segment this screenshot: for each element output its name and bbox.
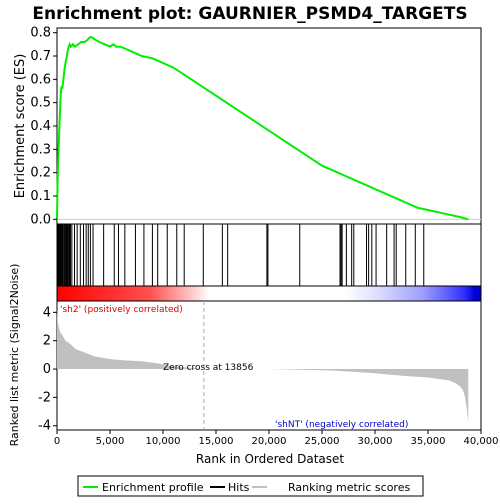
hits-panel: [56, 223, 482, 287]
es-y-axis-label: Enrichment score (ES): [13, 54, 28, 199]
metric-y-tick-label: 4: [43, 305, 51, 320]
metric-y-tick-label: 2: [43, 334, 51, 349]
ranking-metric-area: [57, 308, 469, 423]
metric-y-ticks: 4 2 0 -2 -4: [38, 305, 57, 434]
es-y-tick-label: 0.6: [30, 72, 51, 87]
x-tick-label: 0: [54, 436, 60, 447]
es-y-tick-label: 0.4: [30, 119, 51, 134]
x-tick-label: 35,000: [411, 436, 446, 447]
metric-y-tick-label: -4: [38, 419, 51, 434]
es-y-tick-label: 0.5: [30, 96, 51, 111]
es-y-tick-label: 0.8: [30, 26, 51, 41]
rank-color-bar: [56, 285, 482, 302]
x-tick-label: 30,000: [358, 436, 393, 447]
es-y-ticks: 0.0 0.1 0.2 0.3 0.4 0.5 0.6 0.7 0.8: [30, 26, 57, 227]
es-y-tick-label: 0.0: [30, 212, 51, 227]
x-tick-label: 25,000: [305, 436, 340, 447]
es-y-tick-label: 0.1: [30, 189, 51, 204]
legend-box: [77, 475, 424, 497]
enrichment-profile-line: [56, 36, 469, 221]
legend-metric-label: Ranking metric scores: [288, 481, 410, 494]
legend-hits-label: Hits: [228, 481, 250, 494]
x-axis-label: Rank in Ordered Dataset: [196, 452, 344, 466]
negative-correlation-label: 'shNT' (negatively correlated): [275, 420, 408, 430]
legend-enrichment-label: Enrichment profile: [102, 481, 204, 494]
x-tick-label: 15,000: [199, 436, 234, 447]
x-tick-label: 20,000: [252, 436, 287, 447]
hit-markers: [57, 224, 425, 286]
chart-title: Enrichment plot: GAURNIER_PSMD4_TARGETS: [32, 4, 467, 24]
es-y-tick-label: 0.3: [30, 142, 51, 157]
positive-correlation-label: 'sh2' (positively correlated): [60, 305, 183, 315]
metric-y-axis-label: Ranked list metric (Signal2Noise): [8, 264, 21, 447]
metric-y-tick-label: -2: [38, 390, 51, 405]
es-panel: [56, 27, 482, 225]
zero-cross-label: Zero cross at 13856: [163, 363, 254, 373]
x-tick-label: 40,000: [464, 436, 499, 447]
x-tick-label: 10,000: [146, 436, 181, 447]
es-y-tick-label: 0.2: [30, 166, 51, 181]
metric-y-tick-label: 0: [43, 362, 51, 377]
x-axis-ticks: 0 5,000 10,000 15,000 20,000 25,000 30,000 35,0…: [54, 430, 499, 447]
x-tick-label: 5,000: [96, 436, 125, 447]
es-y-tick-label: 0.7: [30, 49, 51, 64]
